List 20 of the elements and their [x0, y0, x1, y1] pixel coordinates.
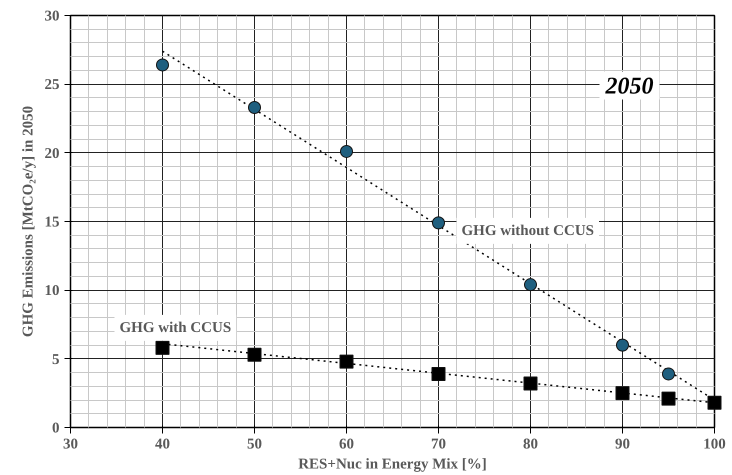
- series-label: GHG without CCUS: [462, 222, 594, 239]
- x-tick-label: 60: [339, 436, 354, 452]
- y-tick-label: 20: [44, 146, 60, 162]
- x-tick-label: 80: [523, 436, 538, 452]
- x-tick-label: 100: [703, 436, 726, 452]
- x-tick-label: 30: [63, 436, 78, 452]
- x-tick-label: 90: [615, 436, 630, 452]
- x-tick-label: 70: [431, 436, 446, 452]
- y-tick-label: 30: [44, 8, 60, 24]
- y-tick-label: 5: [52, 352, 60, 368]
- x-tick-label: 40: [155, 436, 170, 452]
- y-tick-label: 10: [44, 283, 60, 300]
- y-tick-label: 25: [44, 77, 60, 94]
- y-tick-label: 0: [52, 420, 60, 436]
- annotation: 2050: [604, 74, 654, 100]
- y-tick-label: 15: [44, 214, 60, 230]
- x-axis-title: RES+Nuc in Energy Mix [%]: [298, 456, 487, 472]
- series-label: GHG with CCUS: [120, 320, 232, 336]
- x-tick-label: 50: [247, 436, 262, 452]
- y-axis-title: GHG Emissions [MtCO₂e/y] in 2050: [20, 106, 36, 338]
